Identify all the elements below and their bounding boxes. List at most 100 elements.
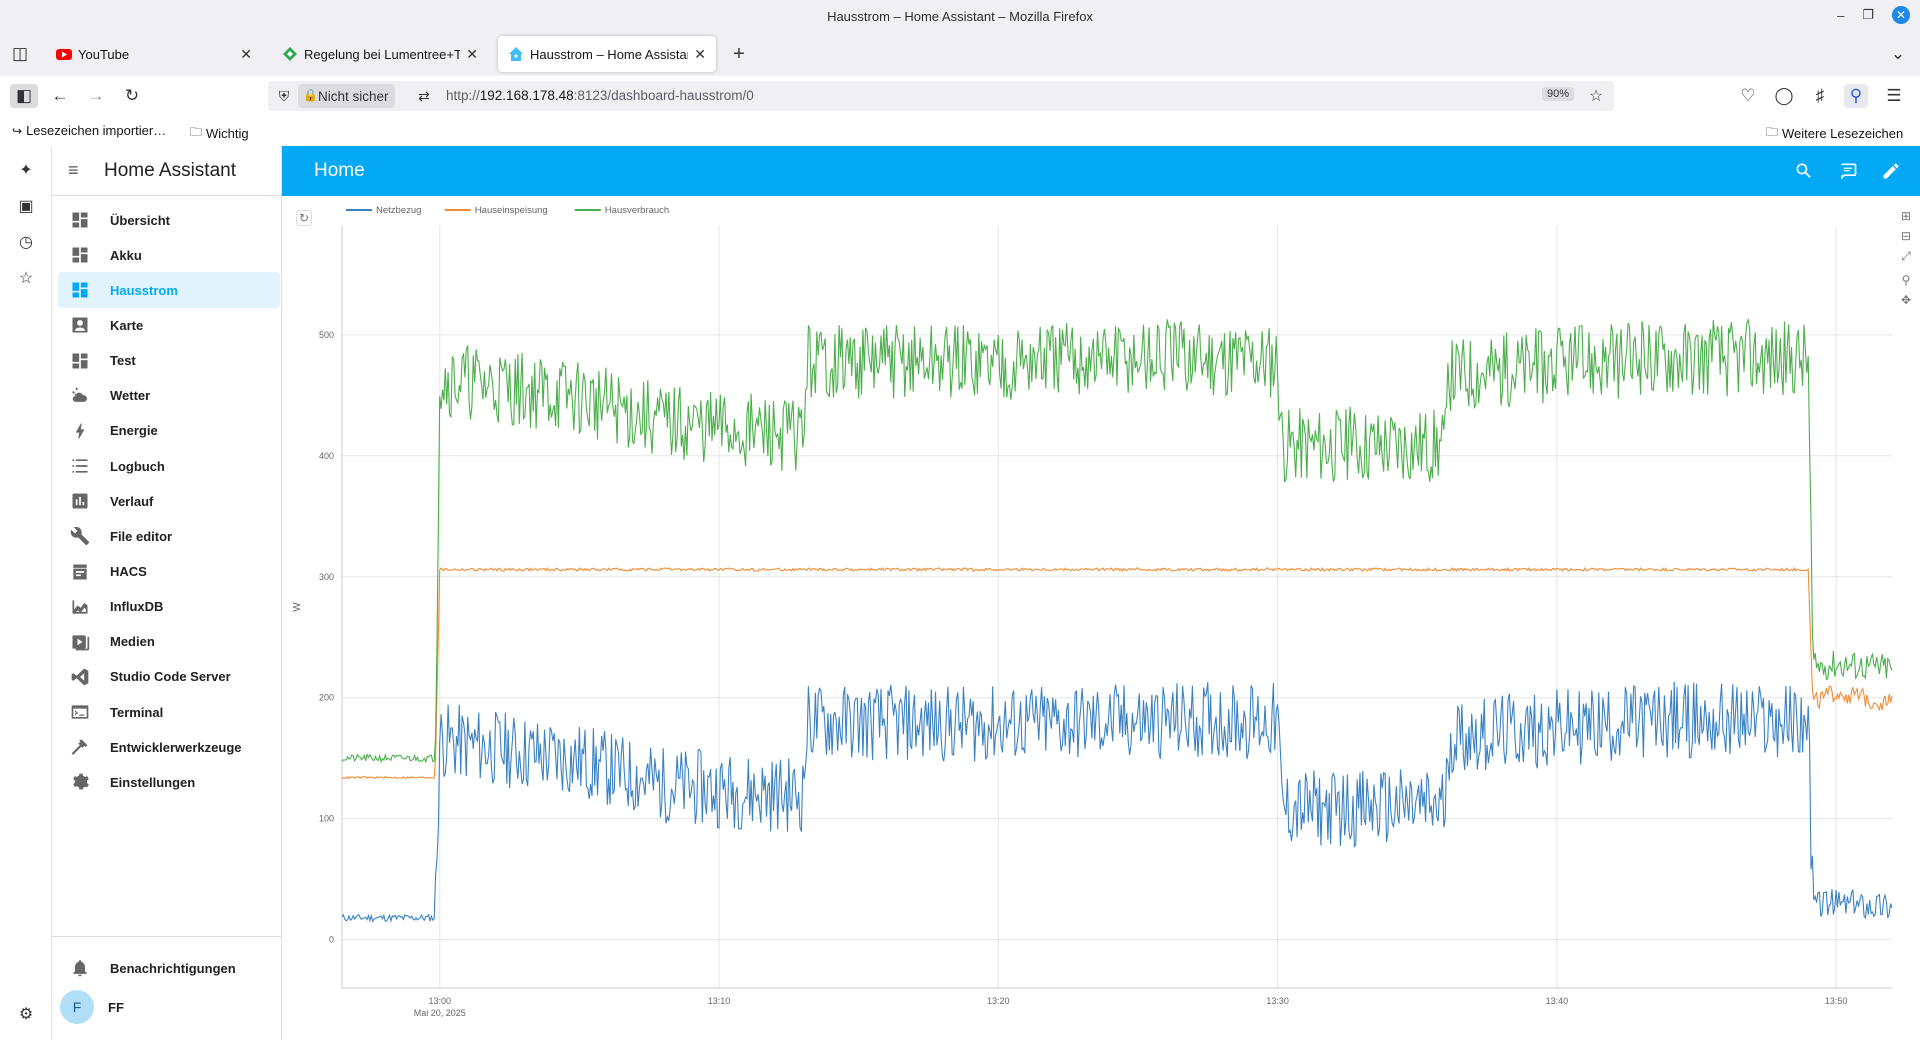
sidebar-item-profile[interactable]: F FF [58,986,280,1028]
url-host: 192.168.178.48 [479,88,574,103]
sidebar-item-notifications[interactable]: Benachrichtigungen [58,950,280,986]
legend-item[interactable]: Hausverbrauch [605,205,669,216]
synced-tabs-icon[interactable]: ▣ [18,198,34,215]
tab-close-icon[interactable]: ✕ [240,45,252,62]
ha-sidebar: ≡ Home Assistant Übersicht Akku Hausstrom K… [52,146,282,1040]
legend-item[interactable]: Hauseinspeisung [475,205,548,216]
bookmark-more-label: Weitere Lesezeichen [1782,126,1904,141]
hacs-icon [68,560,92,584]
history-icon[interactable]: ◷ [19,234,33,251]
forward-icon[interactable]: → [87,86,105,105]
window-titlebar: Hausstrom – Home Assistant – Mozilla Fir… [0,0,1920,32]
account-icon[interactable]: ◯ [1774,86,1794,105]
extensions-icon[interactable]: ♯ [1815,86,1825,105]
tab-title: YouTube [78,46,130,62]
reload-icon[interactable]: ↻ [124,86,140,105]
pocket-icon[interactable]: ♡ [1740,86,1756,105]
bell-icon [68,956,92,980]
sidebar-item-verlauf[interactable]: Verlauf [58,483,280,519]
tab-regelung[interactable]: Regelung bei Lumentree+Tr ✕ [272,36,488,72]
sidebar-item-influxdb[interactable]: InfluxDB [58,589,280,625]
restore-icon[interactable]: ❐ [1862,7,1874,22]
back-icon[interactable]: ← [51,86,69,105]
close-window-icon[interactable]: ✕ [1892,6,1910,24]
not-secure-label: Nicht sicher [318,88,389,104]
app-menu-icon[interactable]: ☰ [1886,86,1902,105]
menu-icon[interactable]: ≡ [68,160,79,180]
y-tick-label: 100 [319,814,334,824]
line-chart[interactable]: 0 100 200 300 400 500 13:00 Mai 20, 2025 13:10 13… [282,196,1920,1040]
url-path: :8123/dashboard-hausstrom/0 [573,88,754,103]
sidebar-item-logbuch[interactable]: Logbuch [58,448,280,484]
bookmark-import[interactable]: ↪ Lesezeichen importier… [12,123,166,138]
bookmark-folder-wichtig[interactable]: 🗀 Wichtig [190,123,249,144]
dashboard-icon [68,278,92,302]
bookmark-wichtig-label: Wichtig [206,126,249,141]
bookmark-star-icon[interactable]: ☆ [1588,88,1604,105]
tab-close-icon[interactable]: ✕ [466,45,478,62]
dashboard-icon [68,208,92,232]
x-tick-label: 13:10 [708,996,731,1006]
sidebar-item-entwicklerwerkzeuge[interactable]: Entwicklerwerkzeuge [58,729,280,765]
sidebar-divider [52,936,282,937]
series-line-netzbezug[interactable] [341,681,1893,924]
refresh-icon[interactable]: ↻ [296,210,312,226]
url-text[interactable]: http://192.168.178.48:8123/dashboard-hau… [446,88,754,103]
edit-pencil-icon[interactable] [1879,159,1903,183]
sidebar-item-studio-code-server[interactable]: Studio Code Server [58,659,280,695]
sidebar-item-hacs[interactable]: HACS [58,554,280,590]
y-axis-label: W [292,602,303,612]
sidebar-item-label: Studio Code Server [110,669,231,685]
sidebar-item-test[interactable]: Test [58,343,280,379]
sidebar-item-terminal[interactable]: Terminal [58,694,280,730]
tab-hausstrom[interactable]: Hausstrom – Home Assistan ✕ [498,36,716,72]
tab-youtube[interactable]: YouTube ✕ [46,36,262,72]
vscode-icon [68,665,92,689]
tab-title: Hausstrom – Home Assistan [530,46,689,62]
url-prefix: http:// [446,88,480,103]
bookmark-import-label: Lesezeichen importier… [26,123,167,138]
assist-icon[interactable] [1836,159,1860,183]
shield-icon[interactable]: ⛨ [278,87,290,104]
sidebar-item-file-editor[interactable]: File editor [58,518,280,554]
permissions-icon[interactable]: ⇄ [418,87,430,104]
zoom-select-icon[interactable]: ⚲ [1901,273,1911,287]
sidebar-toggle-icon[interactable]: ◧ [10,84,38,108]
pan-icon[interactable]: ✥ [1900,293,1912,307]
folder-icon: 🗀 [1766,125,1779,139]
search-icon[interactable] [1792,159,1816,183]
series-line-hauseinspeisung[interactable] [341,566,1893,780]
sidebar-item-label: Karte [110,317,144,333]
chart-areaspline-icon [68,595,92,619]
url-bar[interactable]: ⛨ 🔒 Nicht sicher ⇄ http://192.168.178.48… [268,81,1614,111]
sidebar-item-hausstrom[interactable]: Hausstrom [58,272,280,309]
green-diamond-icon [283,47,297,61]
bookmarks-icon[interactable]: ☆ [18,270,34,287]
not-secure-badge[interactable]: 🔒 Nicht sicher [298,84,395,108]
ai-chat-icon[interactable]: ✦ [19,162,33,179]
sidebar-item-einstellungen[interactable]: Einstellungen [58,764,280,800]
sidebar-item-label: Einstellungen [110,774,196,790]
legend-item[interactable]: Netzbezug [376,205,421,216]
sidebar-item-wetter[interactable]: Wetter [58,378,280,414]
minimize-icon[interactable]: – [1837,7,1845,23]
zoom-badge[interactable]: 90% [1541,87,1574,101]
zoom-out-icon[interactable]: ⊟ [1900,229,1912,243]
sidebar-item-energie[interactable]: Energie [58,413,280,449]
bookmark-folder-more[interactable]: 🗀 Weitere Lesezeichen [1766,123,1903,144]
zoom-reset-icon[interactable]: ⤢ [1901,248,1911,263]
tab-close-icon[interactable]: ✕ [694,45,706,62]
search-extension-icon[interactable]: ⚲ [1844,84,1868,108]
sidebar-item-medien[interactable]: Medien [58,624,280,660]
sidebar-item-karte[interactable]: Karte [58,307,280,343]
customize-sidebar-icon[interactable]: ⚙ [18,1006,34,1023]
x-tick-sublabel: Mai 20, 2025 [414,1008,466,1018]
zoom-in-icon[interactable]: ⊞ [1900,209,1912,223]
series-line-hausverbrauch[interactable] [341,317,1893,764]
sidebar-item-uebersicht[interactable]: Übersicht [58,202,280,238]
tab-overview-icon[interactable]: ◫ [11,44,29,63]
list-tabs-icon[interactable]: ⌄ [1890,44,1906,63]
sidebar-item-akku[interactable]: Akku [58,237,280,273]
bookmarks-toolbar: ↪ Lesezeichen importier… 🗀 Wichtig 🗀 Wei… [0,116,1920,146]
new-tab-icon[interactable]: + [733,42,745,65]
